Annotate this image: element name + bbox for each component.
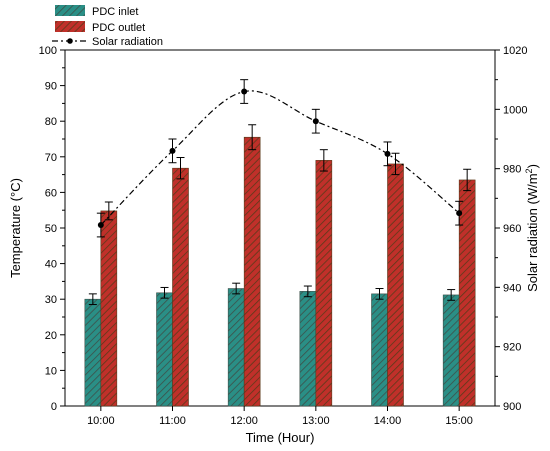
y-tick-label: 50 — [45, 223, 57, 235]
legend-swatch-pdc-inlet — [55, 5, 85, 16]
y2-axis-title: Solar radiation (W/m2) — [524, 164, 540, 292]
legend-label-pdc-outlet: PDC outlet — [92, 22, 145, 34]
x-tick-label: 13:00 — [302, 415, 330, 427]
x-tick-label: 10:00 — [87, 415, 115, 427]
x-tick-label: 11:00 — [159, 415, 186, 427]
bar-pdc-inlet — [84, 298, 102, 407]
solar-radiation-line — [100, 90, 460, 226]
bar-pdc-outlet — [172, 167, 189, 407]
x-tick-label: 15:00 — [445, 415, 473, 427]
solar-radiation-point — [312, 118, 319, 125]
y-tick-label: 80 — [45, 116, 57, 128]
y-tick-label: 0 — [51, 401, 57, 413]
bar-pdc-inlet — [156, 292, 173, 407]
solar-radiation-point — [97, 222, 104, 229]
axes — [64, 49, 496, 407]
bar-pdc-inlet — [227, 288, 245, 407]
solar-radiation-point — [384, 150, 391, 157]
bar-pdc-outlet — [387, 163, 404, 407]
y2-tick-label: 960 — [503, 223, 521, 235]
y2-axis-title-sup: 2 — [524, 168, 534, 173]
y2-tick-label: 920 — [503, 342, 521, 354]
bar-pdc-inlet — [442, 294, 460, 407]
y-axis-title: Temperature (°C) — [8, 178, 23, 278]
y2-axis-title-main: Solar radiation (W/m — [525, 173, 540, 291]
y2-tick-label: 940 — [503, 282, 521, 294]
bar-pdc-outlet — [315, 160, 333, 407]
y2-tick-label: 1020 — [503, 45, 527, 57]
y-tick-label: 100 — [39, 45, 57, 57]
bar-pdc-inlet — [371, 293, 388, 407]
x-axis-title: Time (Hour) — [246, 430, 315, 445]
legend-label-pdc-inlet: PDC inlet — [92, 6, 138, 18]
y-tick-label: 60 — [45, 187, 57, 199]
bar-pdc-outlet — [100, 210, 118, 407]
y-tick-label: 30 — [45, 294, 57, 306]
y2-axis-title-end: ) — [525, 164, 540, 168]
y2-tick-label: 1000 — [503, 104, 527, 116]
y-tick-label: 40 — [45, 259, 57, 271]
bars — [84, 124, 476, 407]
solar-radiation-point — [456, 210, 463, 217]
ticks: 0102030405060708090100900920940960980100… — [39, 45, 528, 427]
y2-tick-label: 980 — [503, 164, 521, 176]
bar-pdc-inlet — [299, 291, 317, 407]
solar-radiation-series — [96, 79, 464, 238]
y-tick-label: 70 — [45, 152, 57, 164]
y-tick-label: 20 — [45, 330, 57, 342]
y-tick-label: 10 — [45, 365, 57, 377]
legend: PDC inlet PDC outlet Solar radiation — [52, 5, 163, 48]
y-tick-label: 90 — [45, 81, 57, 93]
solar-radiation-point — [169, 147, 176, 154]
legend-swatch-pdc-outlet — [55, 21, 85, 32]
bar-pdc-outlet — [243, 136, 261, 407]
legend-label-solar-radiation: Solar radiation — [92, 36, 163, 48]
x-tick-label: 14:00 — [374, 415, 402, 427]
legend-marker-solar-radiation — [67, 38, 73, 44]
solar-radiation-point — [241, 88, 248, 95]
x-tick-label: 12:00 — [230, 415, 258, 427]
y2-tick-label: 900 — [503, 401, 521, 413]
